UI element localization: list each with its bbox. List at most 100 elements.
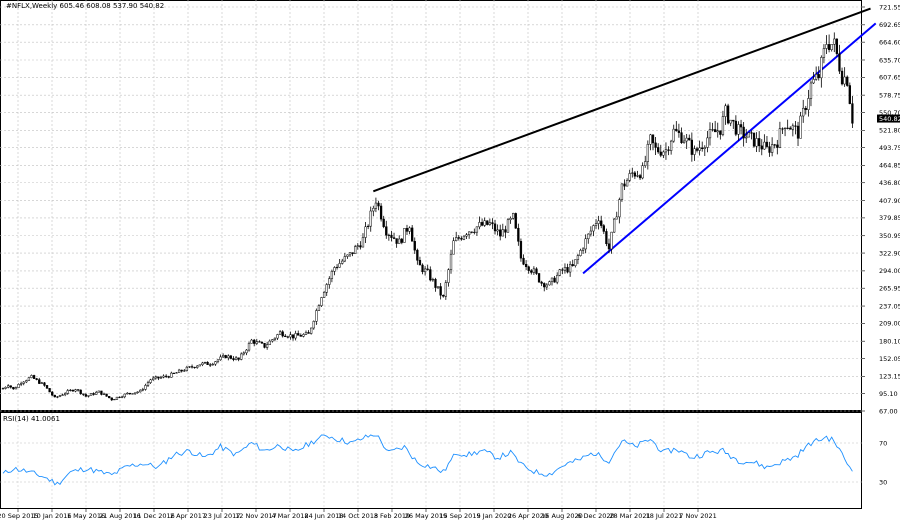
candle-body	[646, 144, 649, 162]
x-tick-label: 26 Apr 2020	[508, 512, 548, 520]
rsi-tick-label: 30	[879, 478, 887, 486]
candle-body	[802, 107, 805, 117]
candle-body	[136, 391, 139, 394]
candle-body	[786, 127, 789, 129]
candle-body	[815, 74, 818, 80]
candle-body	[840, 70, 844, 85]
candle-body	[553, 277, 556, 283]
x-tick-label: 4 Mar 2018	[271, 512, 308, 520]
candle-body	[672, 128, 675, 142]
candle-body	[615, 216, 618, 220]
candle-body	[131, 393, 134, 395]
candle-body	[434, 279, 437, 288]
y-tick-label: 721.55	[879, 3, 900, 11]
y-tick-label: 607.65	[879, 74, 900, 82]
candle-body	[395, 238, 398, 244]
candle-body	[32, 375, 36, 379]
candle-body	[675, 128, 678, 132]
candle-body	[530, 270, 533, 273]
candle-body	[773, 144, 776, 146]
candle-body	[322, 291, 326, 298]
candle-body	[558, 269, 561, 276]
candle-body	[755, 138, 758, 147]
candle-body	[726, 105, 730, 124]
candle-body	[737, 124, 740, 135]
candle-body	[527, 266, 530, 271]
candle-body	[763, 141, 766, 150]
candle-body	[351, 252, 354, 254]
resistance-trendline[interactable]	[372, 7, 871, 193]
candle-body	[677, 130, 681, 133]
candle-body	[71, 389, 75, 392]
candle-body	[649, 134, 652, 145]
candle-body	[268, 340, 271, 345]
x-tick-label: 1 May 2016	[67, 512, 105, 520]
candle-body	[341, 260, 344, 264]
candle-body	[190, 366, 194, 368]
candle-body	[594, 223, 598, 226]
candle-body	[359, 245, 362, 248]
candle-body	[211, 363, 214, 366]
candle-body	[431, 279, 435, 281]
candle-body	[133, 392, 137, 395]
candle-body	[338, 263, 341, 268]
candle-body	[390, 234, 393, 238]
candle-body	[229, 355, 233, 359]
candle-body	[398, 238, 401, 244]
candle-body	[473, 231, 476, 233]
y-tick-label: 67.00	[879, 407, 898, 415]
candle-body	[488, 222, 492, 225]
candle-body	[584, 238, 587, 250]
y-tick-label: 578.75	[879, 91, 900, 99]
candle-body	[95, 392, 98, 395]
candle-body	[657, 147, 660, 153]
x-tick-label: 12 Nov 2017	[235, 512, 277, 520]
x-tick-label: 2 Apr 2017	[170, 512, 206, 520]
candle-body	[110, 397, 113, 401]
candle-body	[385, 226, 388, 236]
candle-body	[108, 396, 111, 399]
candle-body	[284, 335, 287, 337]
support-trendline[interactable]	[582, 22, 877, 275]
candle-body	[688, 137, 691, 141]
candle-body	[253, 339, 256, 344]
candle-body	[317, 305, 321, 311]
candle-body	[563, 267, 567, 271]
candle-body	[659, 151, 662, 156]
candle-body	[719, 130, 722, 135]
candle-body	[522, 257, 525, 265]
candle-body	[379, 205, 383, 220]
candle-body	[12, 386, 15, 390]
candle-body	[97, 390, 100, 393]
candle-body	[240, 353, 243, 360]
candle-body	[180, 369, 183, 372]
candle-body	[667, 149, 670, 151]
candle-body	[333, 267, 336, 272]
y-tick-label: 521.80	[879, 127, 900, 135]
candle-body	[651, 134, 655, 144]
candle-body	[429, 269, 432, 281]
x-tick-label: 20 Sep 2015	[0, 512, 39, 520]
candle-body	[273, 337, 277, 340]
candle-body	[512, 213, 515, 219]
candle-body	[796, 125, 800, 139]
candle-body	[30, 375, 33, 378]
candle-body	[579, 250, 582, 256]
candle-body	[237, 357, 240, 360]
candle-body	[721, 116, 725, 135]
candle-body	[770, 144, 774, 153]
candle-body	[325, 284, 328, 293]
candle-body	[320, 297, 323, 306]
candle-body	[328, 278, 331, 285]
candle-body	[537, 273, 541, 283]
candle-body	[289, 334, 292, 338]
candle-body	[82, 393, 85, 395]
candle-body	[576, 255, 580, 260]
candle-body	[234, 357, 238, 360]
x-tick-label: 5 Jan 2020	[477, 512, 512, 520]
candle-body	[382, 218, 385, 227]
candle-body	[791, 125, 794, 130]
y-tick-label: 152.05	[879, 355, 900, 363]
candle-body	[304, 332, 308, 335]
